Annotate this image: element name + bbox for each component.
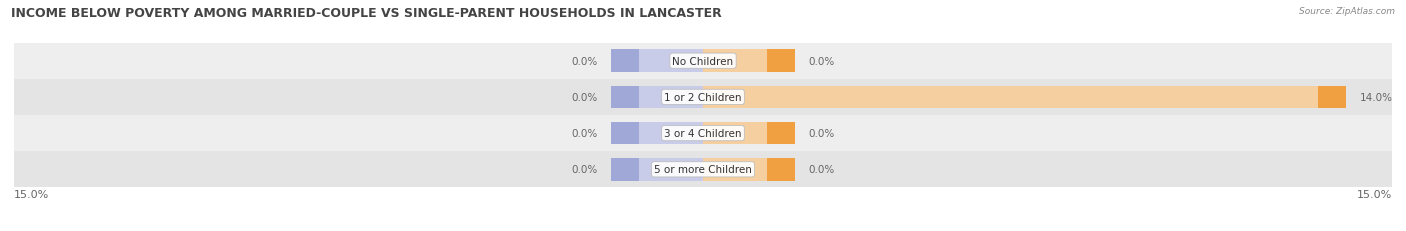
Text: 0.0%: 0.0% [808,128,835,139]
Bar [14,152,1392,188]
Bar [612,122,703,145]
Text: 14.0%: 14.0% [1360,92,1393,103]
Bar [703,50,794,73]
Bar [768,50,794,73]
Bar [703,158,794,181]
Bar [612,158,638,181]
Bar [703,86,1346,109]
Text: 0.0%: 0.0% [571,56,598,66]
Text: 3 or 4 Children: 3 or 4 Children [664,128,742,139]
Text: 0.0%: 0.0% [571,165,598,175]
Bar [612,50,703,73]
Bar [1319,86,1346,109]
Bar [768,158,794,181]
Bar [14,43,1392,79]
Text: 0.0%: 0.0% [571,92,598,103]
Text: No Children: No Children [672,56,734,66]
Text: 0.0%: 0.0% [808,56,835,66]
Text: Source: ZipAtlas.com: Source: ZipAtlas.com [1299,7,1395,16]
Bar [703,86,1346,109]
Bar [14,79,1392,116]
Text: INCOME BELOW POVERTY AMONG MARRIED-COUPLE VS SINGLE-PARENT HOUSEHOLDS IN LANCAST: INCOME BELOW POVERTY AMONG MARRIED-COUPL… [11,7,723,20]
Bar [612,50,638,73]
Text: 0.0%: 0.0% [808,165,835,175]
Bar [703,122,794,145]
Text: 15.0%: 15.0% [1357,189,1392,199]
Text: 5 or more Children: 5 or more Children [654,165,752,175]
Bar [768,122,794,145]
Bar [612,122,638,145]
Text: 1 or 2 Children: 1 or 2 Children [664,92,742,103]
Bar [612,86,703,109]
Text: 0.0%: 0.0% [571,128,598,139]
Bar [612,158,703,181]
Text: 15.0%: 15.0% [14,189,49,199]
Bar [14,116,1392,152]
Bar [612,86,638,109]
